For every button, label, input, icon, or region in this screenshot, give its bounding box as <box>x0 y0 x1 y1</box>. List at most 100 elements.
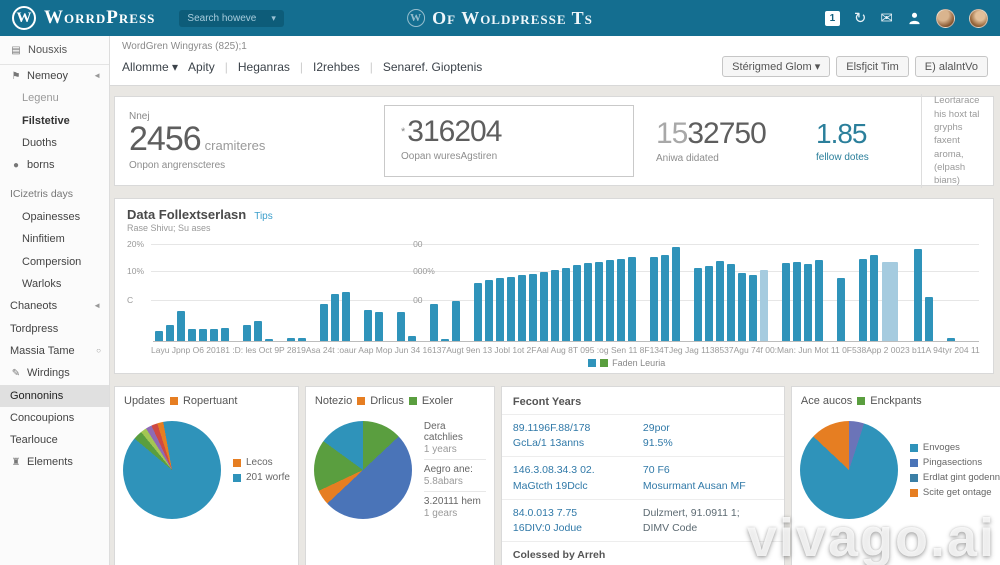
sidebar-item-legenu[interactable]: Legenu <box>0 87 109 109</box>
chart-bar <box>209 329 218 341</box>
sidebar-item-ninfitiem[interactable]: Ninfitiem <box>0 228 109 250</box>
export-button[interactable]: Elsfjcit Tim <box>836 56 909 77</box>
sidebar-item-opainesses[interactable]: Opainesses <box>0 206 109 228</box>
bar-slot <box>472 236 483 341</box>
sidebar-item-tearlouce[interactable]: Tearlouce <box>0 429 109 451</box>
sidebar-item-compersion[interactable]: Compersion <box>0 251 109 273</box>
bar-slot <box>604 236 615 341</box>
toolbar: WordGren Wingyras (825);1 Allomme ▾ Apity… <box>110 36 1000 86</box>
sidebar-item-label: Filstetive <box>22 114 70 127</box>
filter-dropdown-button[interactable]: Stérigmed Glom ▾ <box>722 56 831 77</box>
stat-label: Nnej <box>129 110 150 122</box>
sidebar-item-label: Elements <box>27 456 73 469</box>
sidebar-item-label: Legenu <box>22 92 59 105</box>
chart-bar <box>473 283 482 341</box>
x-axis-label: Agu 74f 00:Man: Jun Mot 11 0F538 <box>733 345 867 355</box>
bar-slot <box>153 236 164 341</box>
chart-bar <box>836 278 845 341</box>
sidebar-item-label: Warloks <box>22 278 62 291</box>
toolbar-action-apity[interactable]: Apity <box>188 59 215 74</box>
bar-slot <box>923 236 934 341</box>
chart-tips-link[interactable]: Tips <box>254 211 273 222</box>
bar-slot <box>428 236 439 341</box>
cell-value[interactable]: 146.3.08.34.3 02. <box>512 464 595 477</box>
bar-slot <box>648 236 659 341</box>
legend-square-icon <box>857 397 866 405</box>
y-axis-tick: C <box>127 294 134 305</box>
sidebar-item-label: Duoths <box>22 136 57 149</box>
sidebar-item-elements[interactable]: ♜ Elements <box>0 451 109 473</box>
x-axis-label: Asa 24t :oaur Aap Mop Jun 34 16137 <box>305 345 447 355</box>
legend-square-icon <box>909 458 918 467</box>
stat-cramiteres: Nnej 2456 cramiteres Onpon angrenscteres <box>129 111 384 172</box>
table-subheader: Colessed by Arreh <box>501 541 784 565</box>
sidebar-item-wirdings[interactable]: ✎ Wirdings <box>0 362 109 384</box>
search-box[interactable]: ▾ <box>179 9 284 27</box>
toolbar-action-i2rehbes[interactable]: I2rehbes <box>300 60 360 74</box>
cell-label: 91.5% <box>642 437 673 450</box>
sidebar-item-concoupions[interactable]: Concoupions <box>0 407 109 429</box>
chart-subtitle: Rase Shivu; Su ases <box>127 223 211 233</box>
bar-slot <box>362 236 373 341</box>
chart-bar <box>330 293 339 341</box>
sidebar-item-gonnonins[interactable]: Gonnonins <box>0 384 109 407</box>
chart-bar <box>286 337 295 341</box>
sidebar-item-filstetive[interactable]: Filstetive <box>0 110 109 132</box>
sidebar-item-massia-tame[interactable]: Massia Tame ○ <box>0 340 109 362</box>
cell-value: 29por <box>642 422 670 434</box>
avatar[interactable] <box>969 8 988 28</box>
sidebar-item-tordpress[interactable]: Tordpress <box>0 318 109 340</box>
sidebar-item-borns[interactable]: ● borns <box>0 154 109 176</box>
bar-slot <box>406 236 417 341</box>
brand[interactable]: W WorrdPress <box>12 6 155 30</box>
sidebar-item-label: Nousxis <box>28 44 68 56</box>
bar-slot <box>659 236 670 341</box>
bar-slot <box>285 236 296 341</box>
flag-badge-icon[interactable]: 1 <box>824 10 840 26</box>
chart-bar <box>154 330 163 341</box>
bar-slot <box>450 236 461 341</box>
chart-bar <box>528 273 537 341</box>
chart-bar <box>374 311 383 341</box>
topbar-icons: 1 ↻ ✉ <box>824 8 988 28</box>
pie-legend-item: Erdlat gint godenn <box>909 472 1000 483</box>
bar-slot <box>769 236 780 341</box>
avatar[interactable] <box>936 8 955 28</box>
user-upload-icon[interactable] <box>907 11 922 26</box>
x-axis-label: Aal Aug 8T 095 :og Sen 11 8F134 <box>536 345 664 355</box>
card-title: Updates <box>124 395 165 407</box>
settings-button[interactable]: E) alalntVo <box>914 56 988 77</box>
pie-legend: Envoges Pingasections Erdlat gint godenn Sc… <box>909 438 1000 502</box>
pie-stat-value: Aegro ane: <box>423 464 473 475</box>
chart-legend: Faden Leuria <box>588 358 981 368</box>
sidebar-item-nousxis[interactable]: ▤ Nousxis <box>0 36 109 65</box>
toolbar-action-heganras[interactable]: Heganras <box>225 60 290 74</box>
topbar: W WorrdPress ▾ W Of Woldpresse Ts 1 ↻ ✉ <box>0 0 1000 36</box>
bar-slot <box>681 236 692 341</box>
mail-icon[interactable]: ✉ <box>880 9 893 27</box>
y-axis-tick: 20% <box>127 239 145 250</box>
card-title: Ropertuant <box>182 395 238 407</box>
pie-stat: Aegro ane: 5.8abars <box>423 459 486 491</box>
sidebar-item-label: Nemeoy <box>27 70 68 82</box>
search-input[interactable] <box>187 12 266 24</box>
traffic-chart-card: Data Follextserlasn Tips Rase Shivu; Su … <box>114 198 994 374</box>
sidebar-item-chaneots[interactable]: Chaneots ◄ <box>0 295 109 317</box>
sidebar-item-duoths[interactable]: Duoths <box>0 132 109 154</box>
cell-value[interactable]: 84.0.013 7.75 <box>512 506 578 519</box>
toolbar-action-allomme[interactable]: Allomme ▾ <box>122 59 179 74</box>
sidebar-item-label: ICizetris days <box>10 188 74 201</box>
chart-bar <box>396 311 405 341</box>
bar-slot <box>945 236 956 341</box>
refresh-icon[interactable]: ↻ <box>853 9 867 27</box>
cell-value[interactable]: 89.1196F.88/178 <box>512 422 591 434</box>
cell-label: DIMV Code <box>642 521 698 534</box>
toolbar-action-senaref-gioptenis[interactable]: Senaref. Gioptenis <box>370 60 482 74</box>
sidebar-item-warloks[interactable]: Warloks <box>0 273 109 295</box>
bar-slot <box>219 236 230 341</box>
chart-bar <box>748 274 757 341</box>
sidebar-item-nemeoy[interactable]: ⚑ Nemeoy ◄ <box>0 65 109 87</box>
cell-value: Dulzmert, 91.0911 1; <box>642 506 740 519</box>
